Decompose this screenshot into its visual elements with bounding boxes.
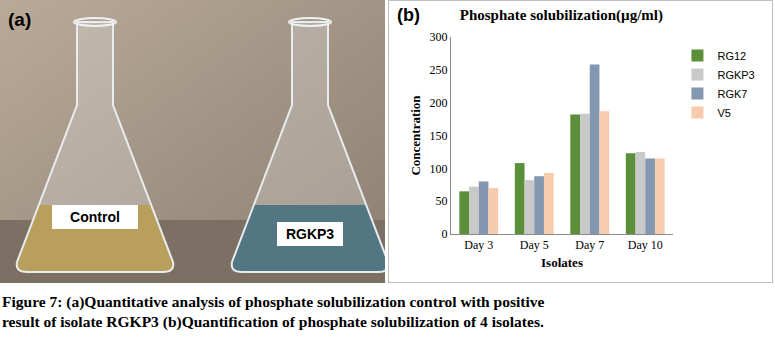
svg-text:Day 5: Day 5	[520, 238, 549, 252]
svg-text:Phosphate solubilization(µg/ml: Phosphate solubilization(µg/ml)	[460, 7, 663, 24]
html-text:Figure 7: (a)Quantitative anal: Figure 7: (a)Quantitative analysis of ph…	[2, 293, 545, 310]
svg-text:Day 10: Day 10	[628, 238, 663, 252]
html-text:result of isolate RGKP3 (b)Qua: result of isolate RGKP3 (b)Quantificatio…	[2, 313, 544, 330]
svg-text:200: 200	[430, 96, 448, 110]
svg-text:RGKP3: RGKP3	[286, 226, 334, 242]
svg-text:Isolates: Isolates	[541, 255, 583, 270]
svg-text:RGKP3: RGKP3	[717, 69, 754, 81]
svg-text:300: 300	[430, 30, 448, 44]
svg-text:V5: V5	[717, 107, 730, 119]
svg-text:Day 3: Day 3	[464, 238, 493, 252]
svg-text:RGK7: RGK7	[717, 88, 747, 100]
svg-text:0: 0	[442, 227, 448, 241]
svg-text:Day 7: Day 7	[575, 238, 604, 252]
svg-text:RG12: RG12	[717, 50, 746, 62]
svg-text:(a): (a)	[8, 9, 31, 30]
svg-text:150: 150	[430, 129, 448, 143]
svg-text:100: 100	[430, 162, 448, 176]
svg-text:250: 250	[430, 63, 448, 77]
svg-text:Concentration: Concentration	[408, 95, 423, 176]
svg-text:Control: Control	[70, 209, 120, 225]
html-text:(b): (b)	[397, 5, 420, 25]
svg-text:50: 50	[436, 194, 448, 208]
